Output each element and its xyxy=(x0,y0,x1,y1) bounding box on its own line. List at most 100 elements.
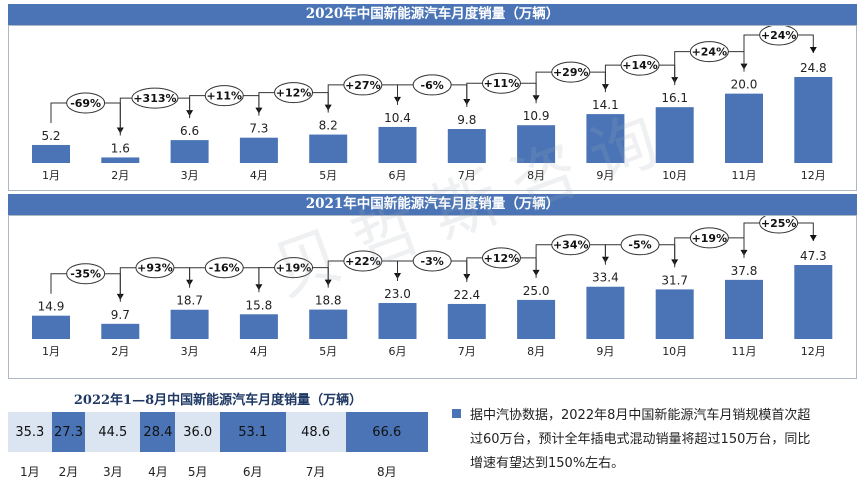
chart-2021-title: 2021年中国新能源汽车月度销量（万辆） xyxy=(8,194,857,215)
c2021-bar xyxy=(655,289,694,339)
c2020-bar xyxy=(101,157,140,163)
chart-2022-segment: 35.3 xyxy=(8,412,52,452)
chart-2022-segment: 44.5 xyxy=(85,412,141,452)
c2021-change-label: -3% xyxy=(421,255,444,268)
c2020-change-oval xyxy=(620,54,660,76)
c2020-bar xyxy=(725,93,763,163)
chart-2022-month-label: 8月 xyxy=(376,465,397,479)
c2020-change-label: +24% xyxy=(761,29,797,42)
c2021-change-label: -5% xyxy=(628,239,651,252)
c2021-bar xyxy=(517,299,556,339)
c2020-month-label: 2月 xyxy=(111,169,129,182)
c2020-value-label: 14.1 xyxy=(592,98,619,112)
c2020-change-label: +11% xyxy=(206,90,242,103)
c2020-bar xyxy=(586,114,625,163)
c2021-change-oval xyxy=(66,263,106,285)
c2021-bar xyxy=(794,265,833,339)
c2021-change-oval xyxy=(274,257,314,279)
c2021-value-label: 23.0 xyxy=(384,287,411,301)
c2021-month-label: 6月 xyxy=(389,345,407,358)
c2020-month-label: 11月 xyxy=(732,169,757,182)
c2021-month-label: 3月 xyxy=(181,345,199,358)
c2020-bar xyxy=(309,134,348,163)
c2020-change-label: +27% xyxy=(345,79,381,92)
c2020-change-oval xyxy=(481,72,521,94)
c2021-change-oval xyxy=(481,247,521,269)
c2020-change-oval xyxy=(131,87,179,109)
c2020-change-oval xyxy=(551,61,591,83)
bullet-square-icon xyxy=(452,409,461,418)
c2021-change-label: +34% xyxy=(553,239,589,252)
chart-2022-segment: 36.0 xyxy=(175,412,220,452)
c2021-bar xyxy=(170,309,209,339)
chart-2022-segment: 66.6 xyxy=(345,412,428,452)
c2020-month-label: 9月 xyxy=(596,169,614,182)
c2020-arrowhead xyxy=(809,47,817,53)
chart-2020: 5.2 1月 1.6 2月 6.6 3月 7.3 4月 8.2 5月 10.4 6月 9.8 7月 10.9… xyxy=(32,24,833,182)
c2021-month-label: 1月 xyxy=(42,345,60,358)
c2021-change-label: +25% xyxy=(761,217,797,230)
c2021-month-label: 9月 xyxy=(596,345,614,358)
c2020-change-label: +29% xyxy=(553,66,589,79)
c2020-change-oval xyxy=(689,41,729,63)
c2020-change-label: +313% xyxy=(133,92,176,105)
c2021-value-label: 14.9 xyxy=(38,300,65,314)
c2020-month-label: 10月 xyxy=(662,169,687,182)
c2021-bar xyxy=(447,303,486,339)
chart-2022-bar: 35.3 27.3 44.5 28.4 36.0 53.1 48.6 66.6 xyxy=(8,412,428,452)
c2021-change-label: +19% xyxy=(692,232,728,245)
c2021-month-label: 2月 xyxy=(111,345,129,358)
c2020-bar xyxy=(32,144,70,163)
c2021-bar xyxy=(32,315,70,339)
chart-2022-segment: 27.3 xyxy=(51,412,86,452)
c2020-month-label: 6月 xyxy=(389,169,407,182)
c2020-value-label: 5.2 xyxy=(41,129,60,143)
chart-2022-month-label: 3月 xyxy=(103,465,123,479)
c2020-bar xyxy=(794,77,833,163)
c2020-value-label: 8.2 xyxy=(319,119,338,133)
chart-2022-segment: 53.1 xyxy=(219,412,286,452)
c2020-value-label: 20.0 xyxy=(731,78,758,92)
c2021-change-label: +12% xyxy=(484,252,520,265)
note-text: 据中汽协数据，2022年8月中国新能源汽车月销规模首次超 过60万台，预计全年插… xyxy=(452,404,854,476)
c2021-value-label: 9.7 xyxy=(111,308,130,322)
c2020-bar xyxy=(517,125,556,163)
c2020-month-label: 3月 xyxy=(181,169,199,182)
c2021-value-label: 15.8 xyxy=(246,298,273,312)
c2020-change-label: +14% xyxy=(622,59,658,72)
c2021-change-label: +19% xyxy=(276,262,312,275)
c2021-value-label: 25.0 xyxy=(523,284,550,298)
c2021-month-label: 7月 xyxy=(458,345,476,358)
c2021-bar xyxy=(239,314,278,339)
c2020-change-oval xyxy=(412,74,452,96)
c2020-value-label: 24.8 xyxy=(800,61,827,75)
c2021-change-label: +93% xyxy=(137,262,173,275)
chart-2022-segment: 28.4 xyxy=(140,412,176,452)
c2020-change-label: -6% xyxy=(421,79,444,92)
chart-2022-month-label: 6月 xyxy=(242,465,263,479)
c2021-bar xyxy=(101,323,140,339)
chart-2021-panel: 14.9 1月 9.7 2月 18.7 3月 15.8 4月 18.8 5月 23.0 6月 22.4 7… xyxy=(8,212,857,379)
chart-2021: 14.9 1月 9.7 2月 18.7 3月 15.8 4月 18.8 5月 23.0 6月 22.4 7… xyxy=(32,212,833,358)
c2021-bar xyxy=(586,286,625,339)
c2021-change-oval xyxy=(620,234,660,256)
c2020-bar xyxy=(170,140,209,163)
c2021-month-label: 12月 xyxy=(801,345,826,358)
c2021-month-label: 10月 xyxy=(662,345,687,358)
c2020-value-label: 9.8 xyxy=(457,113,476,127)
c2021-change-oval xyxy=(343,250,383,272)
c2020-bar xyxy=(239,137,278,163)
chart-2022-month-label: 5月 xyxy=(187,465,208,479)
c2020-month-label: 4月 xyxy=(250,169,268,182)
c2021-change-oval xyxy=(689,227,729,249)
c2021-change-label: +22% xyxy=(345,255,381,268)
c2021-change-oval xyxy=(204,257,244,279)
c2021-month-label: 5月 xyxy=(319,345,337,358)
c2021-month-label: 11月 xyxy=(732,345,757,358)
c2021-bar xyxy=(378,303,417,339)
c2021-change-oval xyxy=(551,234,591,256)
c2021-change-label: -16% xyxy=(209,262,240,275)
c2021-value-label: 18.7 xyxy=(176,294,203,308)
c2021-arrowhead xyxy=(809,235,817,241)
note-line-1: 据中汽协数据，2022年8月中国新能源汽车月销规模首次超 xyxy=(452,404,854,428)
